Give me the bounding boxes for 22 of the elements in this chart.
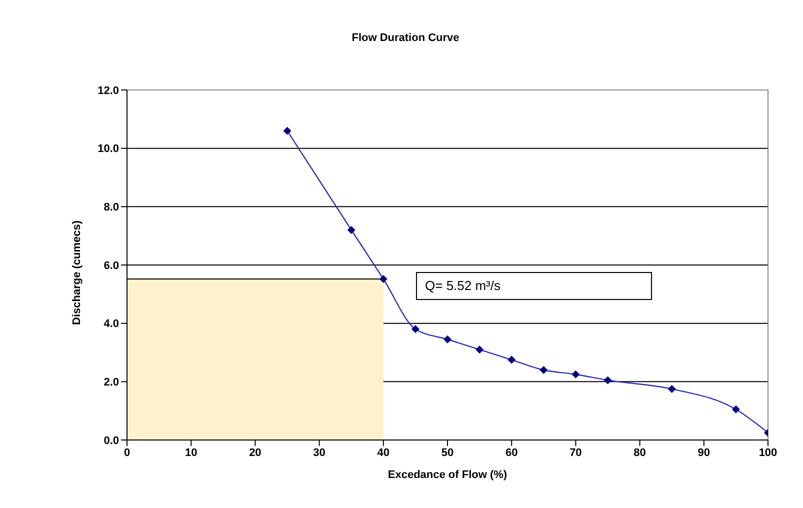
y-tick-label: 8.0 [104,202,119,214]
y-axis-title: Discharge (cumecs) [70,220,83,325]
x-tick-label: 40 [377,446,390,459]
y-tick-label: 6.0 [104,260,119,272]
y-tick-label: 2.0 [104,376,119,389]
x-tick-label: 50 [441,446,454,459]
note-box: Q= 5.52 m³/s [416,272,652,300]
x-tick-label: 60 [505,446,518,459]
x-tick-label: 0 [124,446,130,459]
x-tick-label: 90 [698,446,710,459]
x-tick-label: 70 [570,446,582,459]
y-tick-label: 4.0 [104,318,119,330]
y-tick-label: 10.0 [98,143,119,156]
x-tick-label: 80 [634,446,646,459]
x-axis-title: Excedance of Flow (%) [388,469,508,481]
x-tick-label: 10 [184,446,198,459]
chart-title: Flow Duration Curve [350,32,460,44]
x-tick-label: 20 [249,446,262,459]
x-tick-label: 30 [313,446,326,459]
x-tick-label: 100 [758,446,778,459]
y-tick-label: 12.0 [98,84,119,97]
y-tick-label: 0.0 [104,434,119,447]
